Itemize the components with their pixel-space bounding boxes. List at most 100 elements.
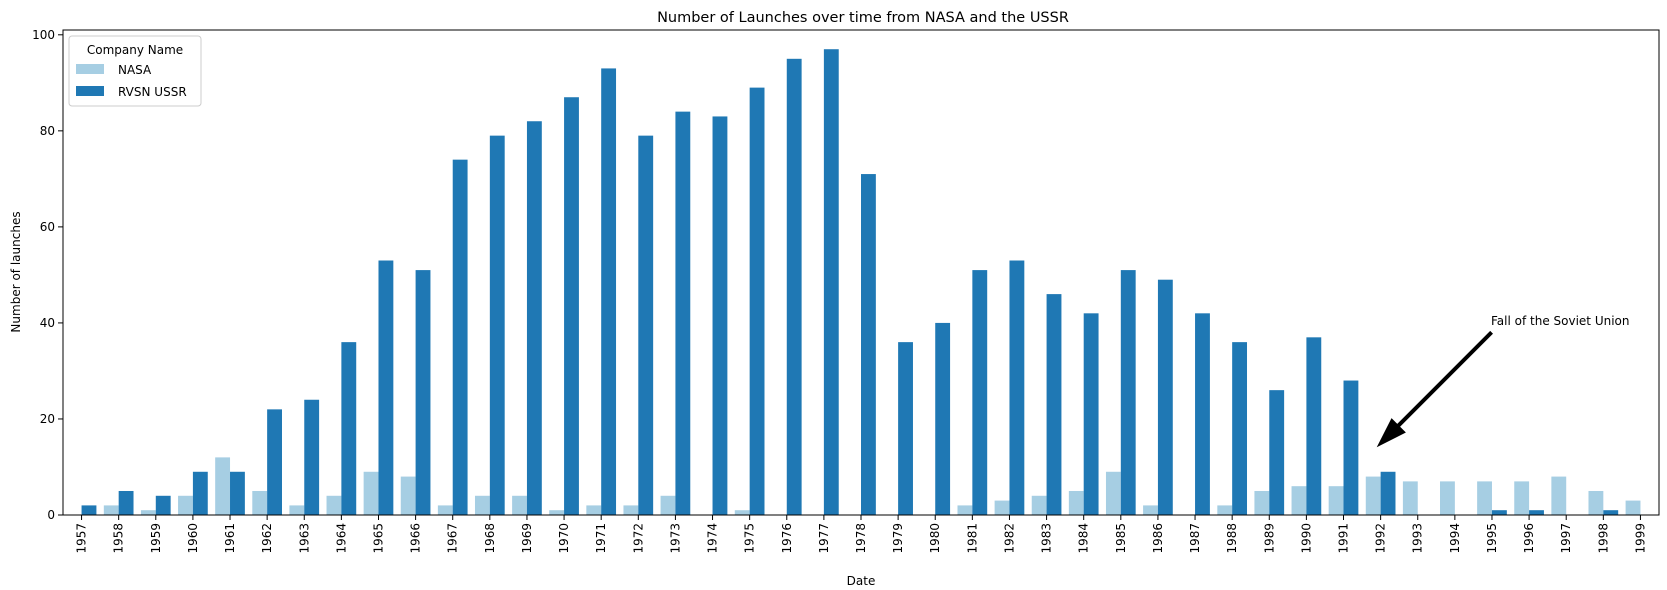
chart-title: Number of Launches over time from NASA a… — [657, 10, 1069, 26]
annotation: Fall of the Soviet Union — [1376, 314, 1630, 448]
bar-nasa-1966 — [400, 476, 416, 515]
bar-nasa-1999 — [1625, 500, 1641, 515]
bar-rvsn-ussr-1984 — [1083, 313, 1099, 515]
x-tick-label-1969: 1969 — [520, 523, 534, 554]
bar-rvsn-ussr-1965 — [378, 260, 394, 515]
bar-rvsn-ussr-1981 — [972, 270, 988, 515]
x-tick-label-1990: 1990 — [1299, 523, 1313, 554]
annotation-text: Fall of the Soviet Union — [1491, 314, 1630, 328]
y-tick-label-0: 0 — [47, 508, 55, 522]
bar-nasa-1983 — [1031, 495, 1047, 515]
bar-rvsn-ussr-1958 — [118, 490, 134, 515]
bar-rvsn-ussr-1961 — [230, 471, 245, 515]
bar-rvsn-ussr-1991 — [1343, 380, 1359, 515]
x-tick-label-1964: 1964 — [334, 523, 348, 554]
x-tick-label-1975: 1975 — [743, 523, 757, 554]
bar-rvsn-ussr-1978 — [861, 174, 876, 515]
y-tick-label-60: 60 — [40, 220, 55, 234]
x-tick-label-1999: 1999 — [1633, 523, 1647, 554]
bars-group — [81, 49, 1641, 516]
bar-rvsn-ussr-1957 — [81, 505, 97, 515]
x-tick-label-1995: 1995 — [1485, 523, 1499, 554]
x-tick-label-1960: 1960 — [186, 523, 200, 554]
bar-rvsn-ussr-1985 — [1120, 270, 1136, 515]
x-tick-label-1965: 1965 — [371, 523, 385, 554]
bar-rvsn-ussr-1977 — [823, 49, 839, 516]
bar-rvsn-ussr-1960 — [192, 471, 208, 515]
bar-nasa-1973 — [660, 495, 676, 515]
y-tick-label-80: 80 — [40, 124, 55, 138]
x-tick-label-1979: 1979 — [891, 523, 905, 554]
x-tick-label-1968: 1968 — [483, 523, 497, 554]
bar-nasa-1989 — [1254, 490, 1270, 515]
bar-nasa-1962 — [252, 490, 268, 515]
bar-nasa-1969 — [512, 495, 527, 515]
y-axis-title: Number of launches — [9, 211, 23, 332]
x-tick-label-1980: 1980 — [928, 523, 942, 554]
x-tick-label-1991: 1991 — [1337, 523, 1351, 554]
bar-rvsn-ussr-1971 — [601, 68, 617, 516]
bar-nasa-1988 — [1217, 505, 1233, 515]
x-tick-label-1998: 1998 — [1596, 523, 1610, 554]
x-tick-label-1977: 1977 — [817, 523, 831, 554]
x-tick-label-1986: 1986 — [1151, 523, 1165, 554]
bar-nasa-1971 — [586, 505, 602, 515]
bar-rvsn-ussr-1987 — [1195, 313, 1210, 515]
x-axis-title: Date — [847, 574, 876, 588]
bar-nasa-1997 — [1551, 476, 1567, 515]
bar-rvsn-ussr-1964 — [341, 342, 357, 515]
x-tick-label-1987: 1987 — [1188, 523, 1202, 554]
bar-rvsn-ussr-1967 — [452, 159, 468, 515]
bar-nasa-1959 — [140, 510, 156, 515]
x-tick-label-1976: 1976 — [780, 523, 794, 554]
bar-nasa-1960 — [178, 495, 193, 515]
x-tick-label-1973: 1973 — [668, 523, 682, 554]
x-tick-label-1989: 1989 — [1262, 523, 1276, 554]
x-tick-label-1993: 1993 — [1411, 523, 1425, 554]
bar-nasa-1984 — [1068, 490, 1084, 515]
x-tick-label-1981: 1981 — [965, 523, 979, 554]
bar-nasa-1991 — [1328, 486, 1344, 515]
legend-label-ussr: RVSN USSR — [118, 85, 187, 99]
bar-nasa-1990 — [1291, 486, 1307, 515]
y-tick-label-100: 100 — [32, 28, 55, 42]
bar-nasa-1975 — [734, 510, 750, 515]
x-tick-label-1984: 1984 — [1077, 523, 1091, 554]
x-tick-label-1959: 1959 — [149, 523, 163, 554]
bar-nasa-1968 — [474, 495, 490, 515]
x-tick-label-1978: 1978 — [854, 523, 868, 554]
bar-nasa-1965 — [363, 471, 379, 515]
x-tick-label-1961: 1961 — [223, 523, 237, 554]
legend-swatch-ussr — [76, 86, 104, 96]
y-tick-label-40: 40 — [40, 316, 55, 330]
x-tick-label-1988: 1988 — [1225, 523, 1239, 554]
bar-rvsn-ussr-1992 — [1380, 471, 1396, 515]
bar-nasa-1996 — [1514, 481, 1530, 515]
bar-nasa-1961 — [215, 457, 231, 515]
x-tick-label-1967: 1967 — [446, 523, 460, 554]
bar-rvsn-ussr-1986 — [1157, 279, 1173, 515]
legend-title: Company Name — [87, 43, 183, 57]
bar-rvsn-ussr-1975 — [749, 87, 765, 516]
bar-nasa-1992 — [1365, 476, 1381, 515]
bar-rvsn-ussr-1968 — [489, 135, 505, 515]
x-tick-label-1985: 1985 — [1114, 523, 1128, 554]
bar-nasa-1998 — [1588, 490, 1604, 515]
bar-rvsn-ussr-1963 — [304, 399, 320, 515]
bar-nasa-1981 — [957, 505, 973, 515]
bar-rvsn-ussr-1998 — [1603, 510, 1619, 515]
bar-rvsn-ussr-1969 — [526, 121, 542, 516]
x-tick-label-1966: 1966 — [409, 523, 423, 554]
x-tick-label-1963: 1963 — [297, 523, 311, 554]
legend: Company Name NASA RVSN USSR — [68, 35, 202, 107]
bar-nasa-1964 — [326, 495, 342, 515]
bar-rvsn-ussr-1995 — [1491, 510, 1507, 515]
bar-rvsn-ussr-1970 — [564, 97, 579, 515]
bar-rvsn-ussr-1979 — [898, 342, 913, 515]
x-tick-label-1996: 1996 — [1522, 523, 1536, 554]
x-tick-label-1994: 1994 — [1448, 523, 1462, 554]
bar-nasa-1982 — [994, 500, 1010, 515]
bar-rvsn-ussr-1988 — [1232, 342, 1248, 515]
bar-rvsn-ussr-1973 — [675, 111, 691, 515]
bar-rvsn-ussr-1976 — [786, 58, 802, 516]
